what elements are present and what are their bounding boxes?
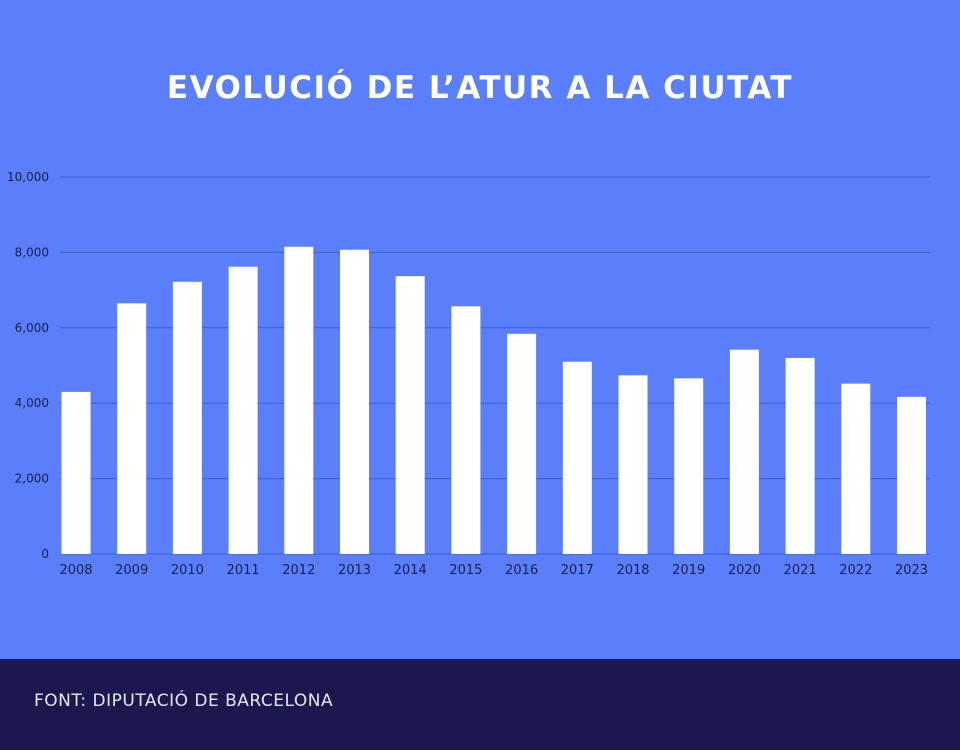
x-tick-label: 2014 xyxy=(394,563,427,578)
x-tick-label: 2012 xyxy=(282,563,315,578)
y-tick-label: 4,000 xyxy=(15,396,49,410)
x-tick-label: 2013 xyxy=(338,563,371,578)
x-tick-label: 2010 xyxy=(171,563,204,578)
x-tick-label: 2009 xyxy=(115,563,148,578)
y-tick-label: 8,000 xyxy=(15,245,49,259)
y-tick-label: 6,000 xyxy=(15,321,49,335)
x-tick-label: 2022 xyxy=(839,563,872,578)
bar-2014 xyxy=(395,276,425,554)
bar-2023 xyxy=(897,396,926,554)
bar-2018 xyxy=(618,375,648,554)
gridlines xyxy=(60,176,930,555)
bar-2020 xyxy=(729,349,759,554)
bar-2021 xyxy=(785,357,815,554)
y-axis-ticks: 0 2,000 4,000 6,000 8,000 10,000 xyxy=(7,170,49,561)
y-tick-label: 2,000 xyxy=(15,472,49,486)
x-tick-label: 2019 xyxy=(672,563,705,578)
bar-2022 xyxy=(841,383,871,554)
x-tick-label: 2011 xyxy=(227,563,260,578)
source-note: FONT: DIPUTACIÓ DE BARCELONA xyxy=(34,691,334,711)
bars xyxy=(61,246,926,555)
bar-chart: 0 2,000 4,000 6,000 8,000 10,000 2008 2009 2010… xyxy=(7,170,930,578)
bar-2017 xyxy=(562,361,592,554)
x-tick-label: 2017 xyxy=(561,563,594,578)
bar-2009 xyxy=(117,303,147,554)
y-tick-label: 0 xyxy=(41,547,49,561)
x-tick-label: 2021 xyxy=(784,563,817,578)
bar-2008 xyxy=(61,391,91,554)
x-tick-label: 2023 xyxy=(895,563,928,578)
chart-title: EVOLUCIÓ DE L’ATUR A LA CIUTAT xyxy=(166,70,794,106)
bar-2019 xyxy=(674,378,704,554)
footer-band xyxy=(0,659,960,750)
x-tick-label: 2020 xyxy=(728,563,761,578)
x-tick-label: 2015 xyxy=(449,563,482,578)
x-tick-label: 2016 xyxy=(505,563,538,578)
y-tick-label: 10,000 xyxy=(7,170,49,184)
x-axis-ticks: 2008 2009 2010 2011 2012 2013 2014 2015 2016 2017… xyxy=(59,563,928,578)
bar-2015 xyxy=(451,306,481,554)
bar-2013 xyxy=(340,249,369,555)
bar-2011 xyxy=(228,266,258,554)
bar-2012 xyxy=(284,246,314,554)
bar-2010 xyxy=(172,281,202,554)
x-tick-label: 2008 xyxy=(59,563,92,578)
bar-2016 xyxy=(507,333,537,554)
x-tick-label: 2018 xyxy=(616,563,649,578)
